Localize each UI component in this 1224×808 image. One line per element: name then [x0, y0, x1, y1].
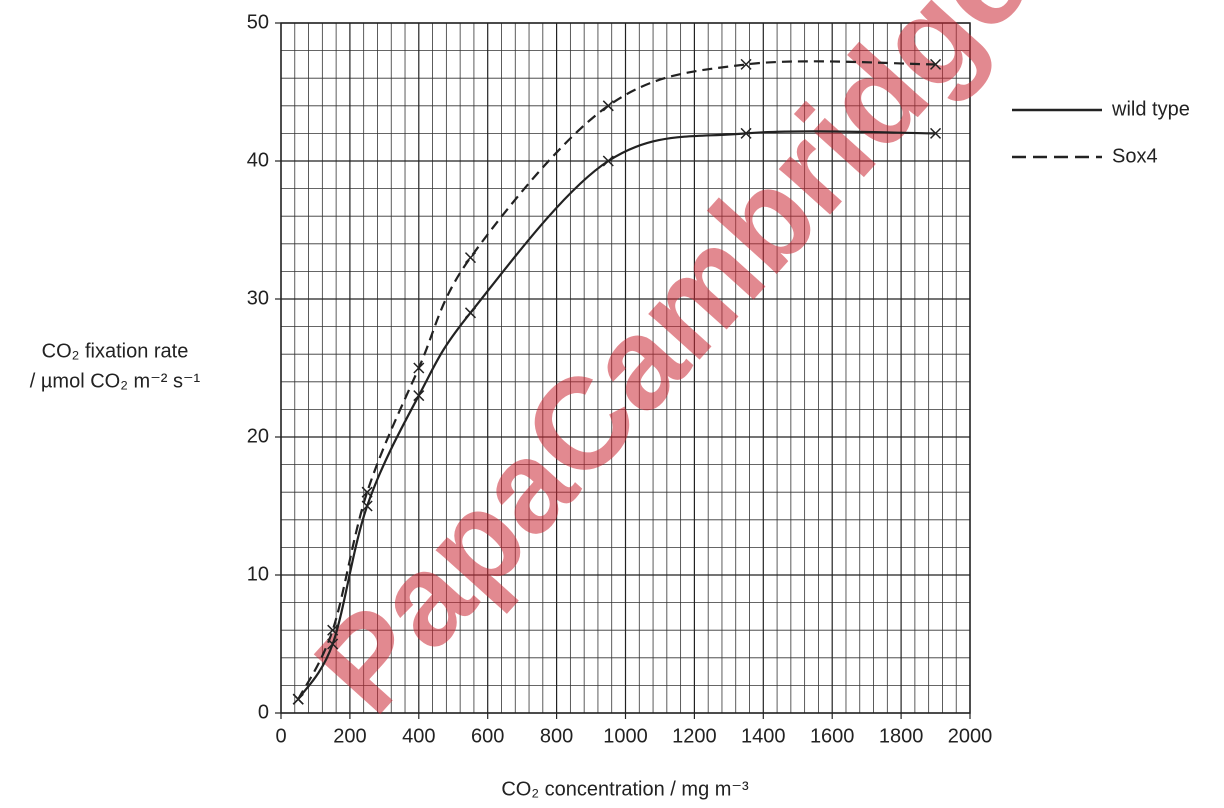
point-marker — [740, 127, 752, 139]
point-marker — [602, 100, 614, 112]
legend-label: Sox4 — [1112, 145, 1158, 167]
x-tick-label: 1800 — [879, 725, 924, 747]
watermark: PapaCambridge — [287, 0, 1058, 739]
point-marker — [930, 127, 942, 139]
y-tick-label: 30 — [247, 287, 269, 309]
x-tick-label: 0 — [275, 725, 286, 747]
y-tick-label: 10 — [247, 563, 269, 585]
x-tick-label: 1200 — [672, 725, 717, 747]
x-tick-label: 800 — [540, 725, 573, 747]
y-tick-label: 20 — [247, 425, 269, 447]
point-marker — [464, 307, 477, 319]
x-tick-label: 600 — [471, 725, 504, 747]
y-tick-label: 0 — [258, 701, 269, 723]
x-tick-label: 200 — [333, 725, 366, 747]
point-marker — [740, 58, 752, 70]
y-axis-label: / µmol CO₂ m⁻² s⁻¹ — [30, 370, 201, 392]
point-marker — [292, 693, 304, 705]
legend-label: wild type — [1111, 98, 1190, 120]
point-marker — [413, 362, 425, 374]
x-tick-label: 400 — [402, 725, 435, 747]
y-axis-label: CO₂ fixation rate — [42, 340, 189, 362]
x-tick-label: 1000 — [603, 725, 648, 747]
x-tick-label: 1400 — [741, 725, 786, 747]
x-axis-label: CO₂ concentration / mg m⁻³ — [501, 778, 749, 800]
point-marker — [464, 252, 477, 264]
point-marker — [361, 486, 373, 498]
y-tick-label: 50 — [247, 11, 269, 33]
point-marker — [327, 624, 339, 636]
x-tick-label: 1600 — [810, 725, 855, 747]
point-marker — [602, 155, 614, 167]
point-marker — [413, 390, 425, 402]
y-tick-label: 40 — [247, 149, 269, 171]
x-tick-label: 2000 — [948, 725, 993, 747]
plot-frame — [280, 22, 971, 714]
point-marker — [930, 58, 942, 70]
series-line — [297, 60, 936, 700]
